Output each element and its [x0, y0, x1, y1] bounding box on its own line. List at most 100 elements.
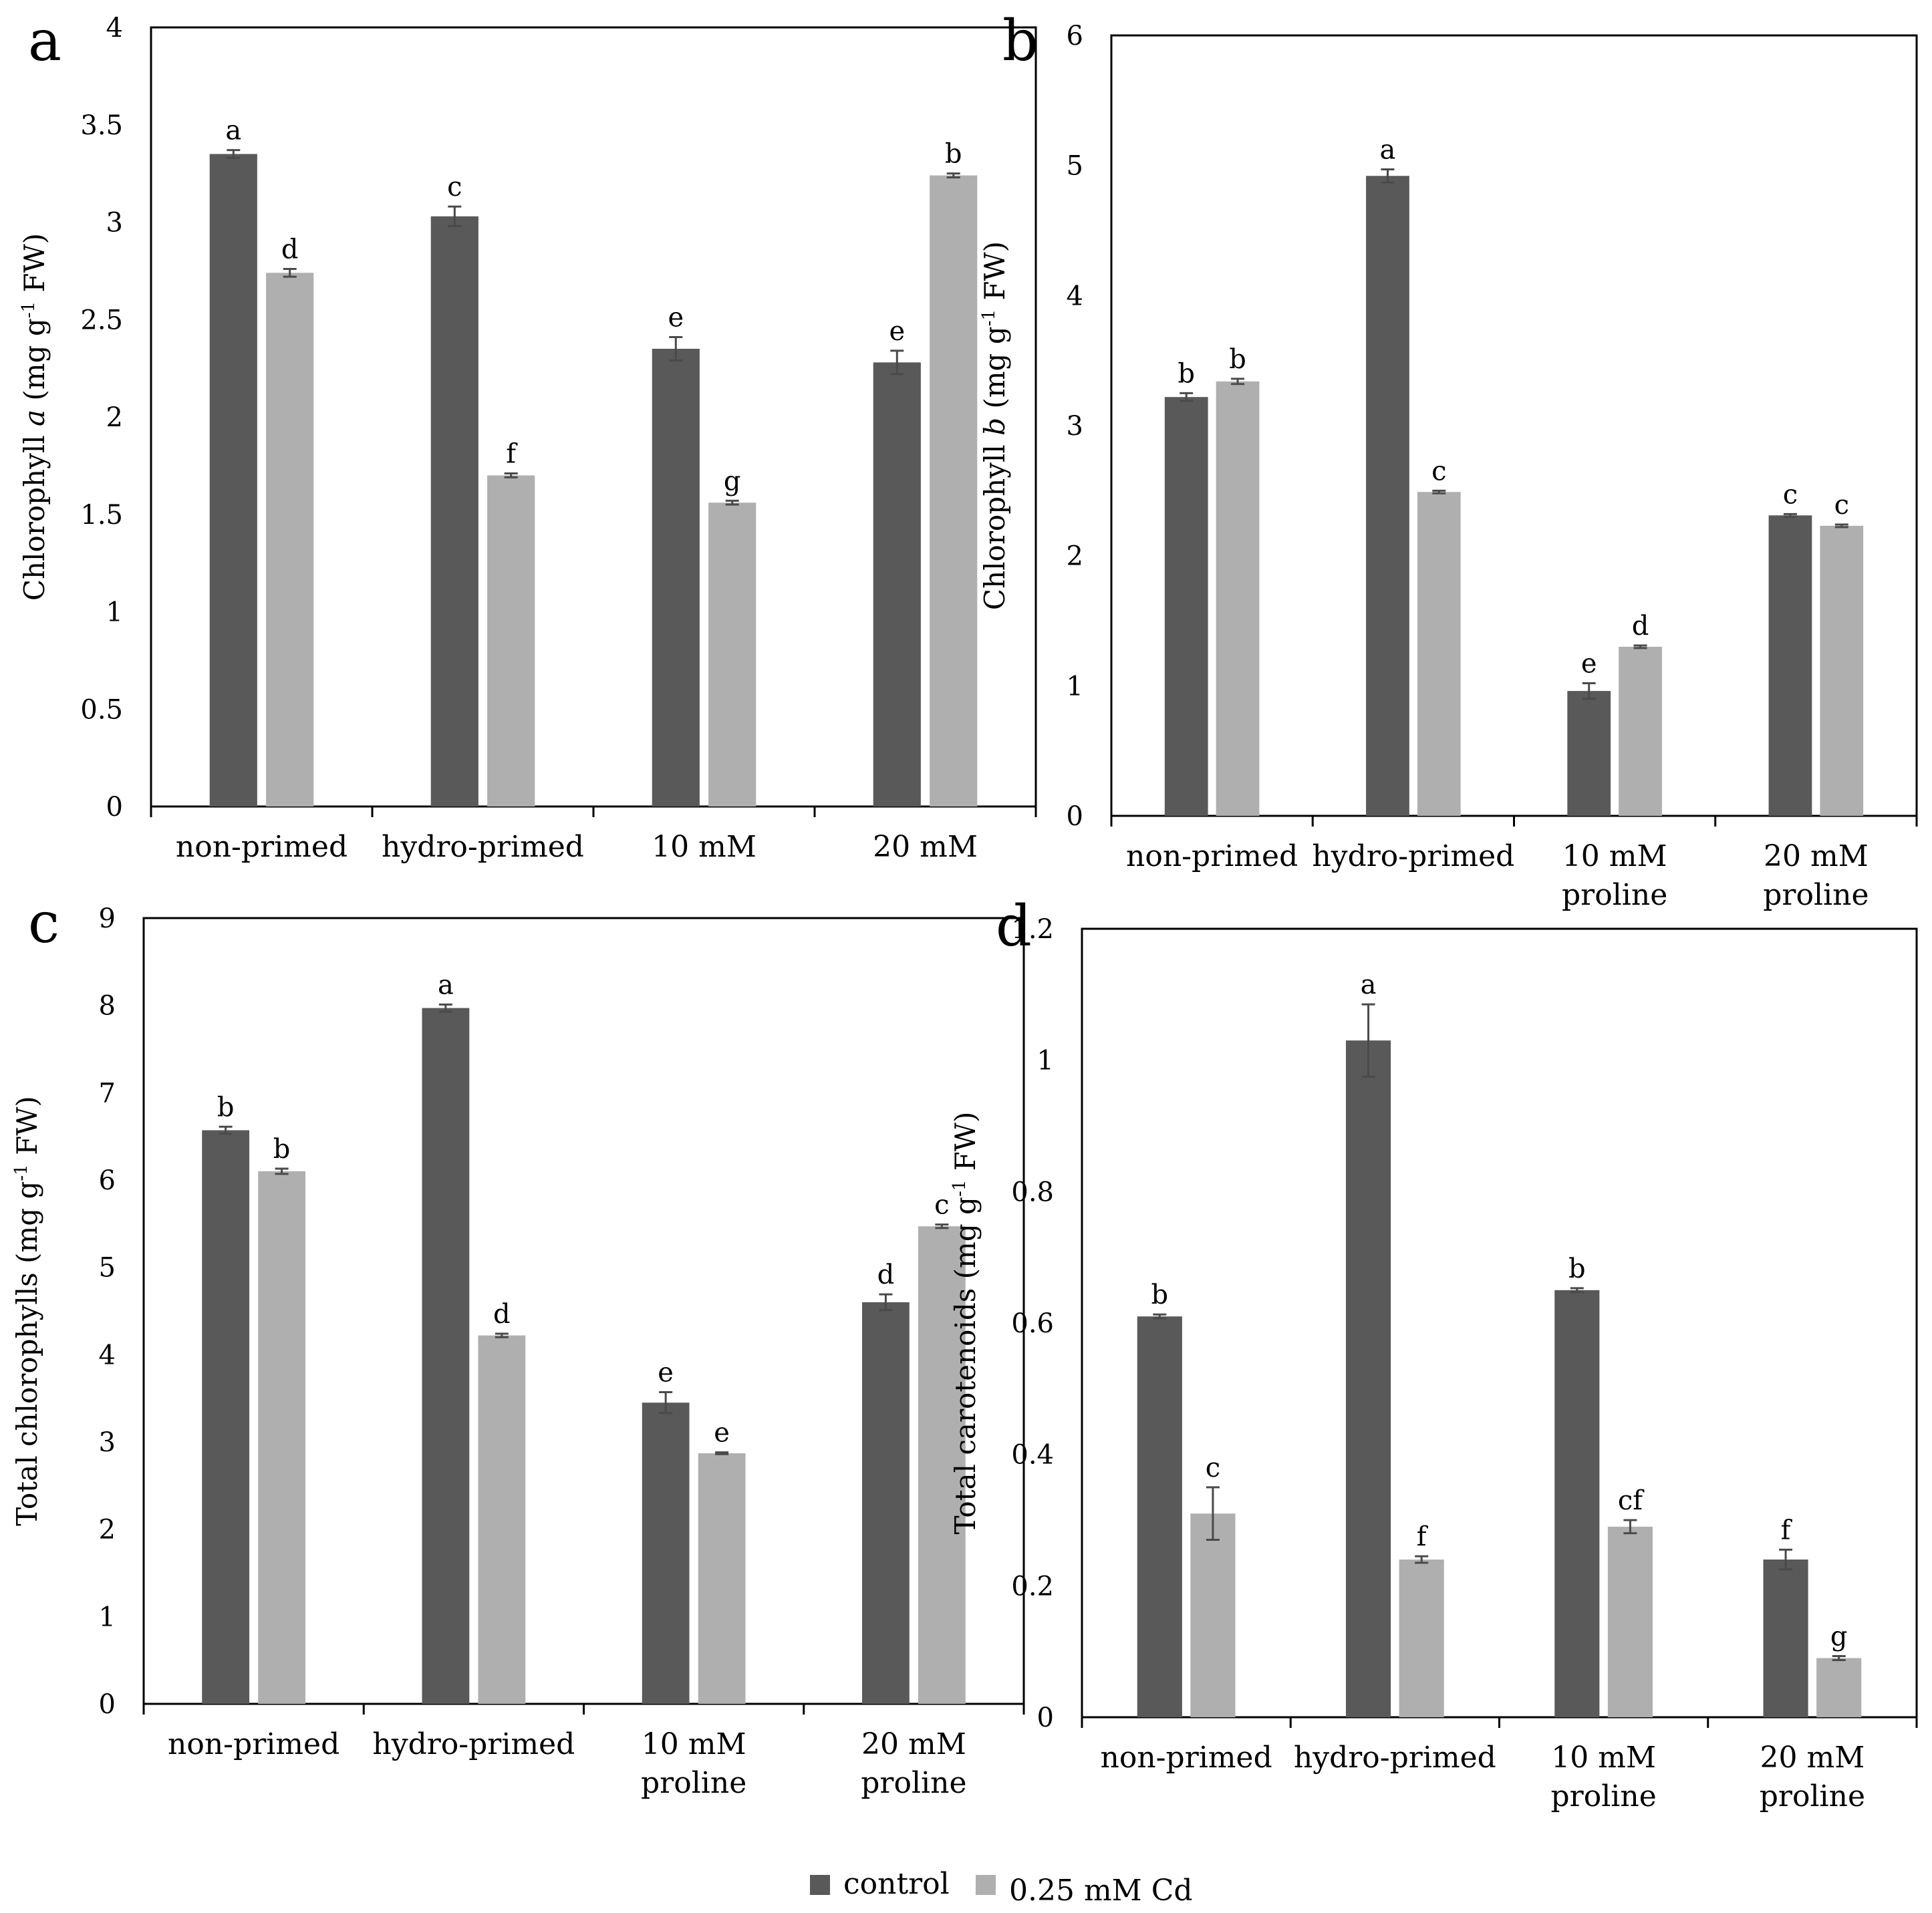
bar-cd	[1190, 1513, 1236, 1717]
bar-cd	[1816, 1658, 1862, 1717]
bar-control	[652, 348, 700, 806]
significance-letter: c	[1834, 490, 1849, 521]
y-tick-label: 2	[1067, 541, 1083, 572]
y-axis-label-part: -1	[11, 1164, 31, 1181]
significance-letter: f	[1781, 1515, 1793, 1546]
legend-swatch-cd	[976, 1875, 996, 1895]
y-axis-label: Total carotenoids (mg g-1 FW)	[949, 1112, 982, 1535]
bar-cd	[708, 502, 756, 806]
bar-control	[1763, 1560, 1808, 1717]
significance-letter: g	[1830, 1622, 1848, 1652]
significance-letter: d	[281, 234, 299, 265]
bar-cd	[1607, 1526, 1653, 1717]
y-tick-label: 1	[99, 1602, 116, 1632]
y-tick-label: 0	[106, 792, 123, 823]
y-tick-label: 3	[106, 208, 123, 239]
bar-control	[1137, 1316, 1182, 1717]
bar-control	[1164, 397, 1208, 816]
y-tick-label: 1	[1037, 1046, 1054, 1076]
y-tick-label: 4	[99, 1340, 116, 1370]
category-label: proline	[1551, 1779, 1657, 1813]
y-tick-label: 6	[1067, 21, 1083, 51]
significance-letter: b	[945, 139, 962, 170]
bar-cd	[266, 273, 314, 806]
y-tick-label: 4	[1067, 281, 1083, 311]
y-tick-label: 0.2	[1011, 1571, 1054, 1602]
category-label: 20 mM	[873, 830, 978, 864]
panel-letter: b	[1002, 8, 1039, 73]
bar-cd	[478, 1335, 526, 1704]
bar-control	[1366, 176, 1409, 816]
y-tick-label: 2	[106, 402, 123, 433]
y-axis-label: Chlorophyll b (mg g-1 FW)	[978, 241, 1011, 610]
significance-letter: f	[506, 439, 518, 470]
bar-cd	[258, 1171, 305, 1704]
legend-label-cd: 0.25 mM Cd	[1009, 1874, 1193, 1908]
y-tick-label: 1	[106, 597, 123, 628]
y-tick-label: 3	[1067, 411, 1083, 442]
bar-cd	[1820, 525, 1864, 816]
legend-label-control: control	[843, 1867, 950, 1901]
bar-control	[209, 154, 257, 807]
bar-control	[202, 1130, 250, 1704]
significance-letter: e	[668, 302, 684, 333]
y-tick-label: 0.5	[80, 694, 123, 725]
y-tick-label: 2	[99, 1515, 116, 1546]
significance-letter: d	[1632, 611, 1649, 641]
significance-letter: a	[438, 970, 454, 1000]
bar-cd	[487, 475, 535, 806]
category-label: proline	[1763, 878, 1869, 912]
significance-letter: c	[1206, 1453, 1220, 1483]
bar-control	[642, 1403, 690, 1704]
significance-letter: c	[447, 172, 462, 202]
category-label: 20 mM	[861, 1727, 966, 1761]
panel-letter: d	[996, 893, 1032, 959]
category-label: 10 mM	[642, 1727, 746, 1761]
category-label: hydro-primed	[1312, 839, 1514, 873]
significance-letter: c	[1431, 456, 1446, 486]
y-axis-label-part: Total chlorophylls (mg g	[11, 1181, 43, 1526]
bar-cd	[918, 1226, 966, 1704]
category-label: non-primed	[1101, 1741, 1272, 1775]
y-axis-label-part: -1	[979, 309, 999, 326]
significance-letter: b	[217, 1092, 235, 1123]
y-tick-label: 1	[1067, 671, 1083, 702]
significance-letter: b	[1568, 1254, 1586, 1284]
category-label: hydro-primed	[1294, 1741, 1496, 1775]
category-label: proline	[641, 1766, 746, 1800]
bar-cd	[698, 1453, 746, 1704]
y-tick-label: 8	[99, 991, 116, 1022]
y-tick-label: 1.2	[1011, 914, 1054, 945]
significance-letter: d	[493, 1299, 511, 1330]
y-axis-label-part: FW)	[949, 1112, 982, 1180]
panel-letter: c	[28, 890, 59, 955]
bar-control	[1554, 1290, 1600, 1717]
bar-control	[873, 362, 921, 806]
y-axis-label-part: (mg g	[18, 318, 51, 410]
y-axis-label-part: a	[18, 410, 51, 426]
bar-cd	[930, 175, 978, 806]
significance-letter: b	[273, 1134, 291, 1165]
category-label: proline	[861, 1766, 966, 1800]
y-axis-label-part: b	[978, 418, 1011, 436]
significance-letter: e	[1581, 648, 1597, 679]
category-label: 20 mM	[1764, 839, 1869, 873]
y-tick-label: 6	[99, 1165, 116, 1196]
bar-control	[430, 216, 478, 806]
bar-control	[1345, 1040, 1391, 1717]
bar-cd	[1417, 492, 1461, 816]
y-tick-label: 0	[1067, 801, 1083, 832]
y-tick-label: 0.4	[1011, 1440, 1054, 1471]
category-label: proline	[1562, 878, 1667, 912]
y-tick-label: 3	[99, 1427, 116, 1458]
y-axis-label-part: FW)	[11, 1096, 43, 1164]
y-tick-label: 9	[99, 903, 116, 934]
bar-cd	[1216, 381, 1260, 816]
significance-letter: b	[1151, 1280, 1169, 1310]
significance-letter: g	[724, 466, 741, 496]
y-axis-label: Total chlorophylls (mg g-1 FW)	[11, 1096, 43, 1526]
category-label: non-primed	[176, 830, 348, 864]
category-label: 10 mM	[652, 830, 756, 864]
significance-letter: e	[714, 1418, 730, 1449]
y-axis-label-part: Total carotenoids (mg g	[949, 1197, 982, 1534]
